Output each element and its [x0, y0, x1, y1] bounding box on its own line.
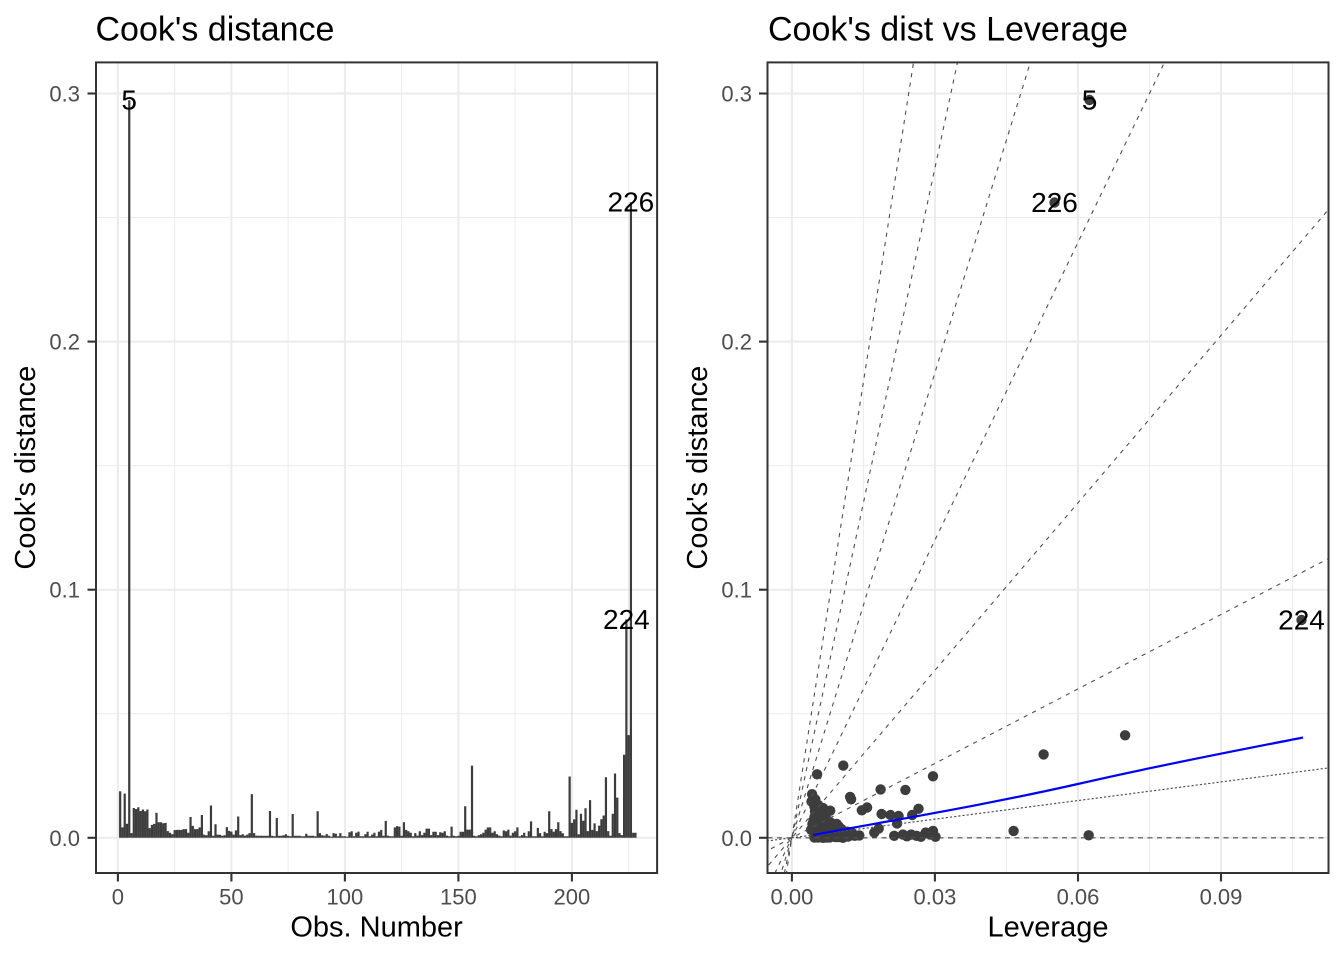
svg-text:Cook's distance: Cook's distance	[682, 366, 714, 570]
svg-text:0.00: 0.00	[770, 885, 813, 910]
svg-text:0.0: 0.0	[49, 826, 80, 851]
svg-text:0.3: 0.3	[721, 82, 752, 107]
svg-text:0.1: 0.1	[49, 578, 80, 603]
svg-text:0.2: 0.2	[721, 330, 752, 355]
svg-text:Leverage: Leverage	[988, 912, 1109, 944]
svg-text:0.2: 0.2	[49, 330, 80, 355]
svg-text:50: 50	[219, 885, 243, 910]
svg-text:200: 200	[554, 885, 591, 910]
svg-text:150: 150	[440, 885, 477, 910]
svg-text:Obs. Number: Obs. Number	[290, 912, 463, 944]
svg-text:0: 0	[112, 885, 124, 910]
svg-text:226: 226	[1031, 187, 1078, 218]
svg-text:0.1: 0.1	[721, 578, 752, 603]
svg-text:226: 226	[608, 187, 655, 218]
svg-text:5: 5	[121, 85, 137, 116]
svg-text:Cook's distance: Cook's distance	[96, 11, 335, 49]
svg-text:224: 224	[1278, 605, 1325, 636]
svg-text:100: 100	[327, 885, 364, 910]
svg-text:0.0: 0.0	[721, 826, 752, 851]
svg-text:0.06: 0.06	[1057, 885, 1100, 910]
svg-text:0.3: 0.3	[49, 82, 80, 107]
svg-text:Cook's distance: Cook's distance	[10, 366, 42, 570]
svg-text:0.09: 0.09	[1200, 885, 1243, 910]
svg-text:0.03: 0.03	[913, 885, 956, 910]
svg-text:224: 224	[603, 604, 650, 635]
svg-text:Cook's dist vs Leverage: Cook's dist vs Leverage	[768, 11, 1128, 49]
svg-text:5: 5	[1082, 85, 1098, 116]
